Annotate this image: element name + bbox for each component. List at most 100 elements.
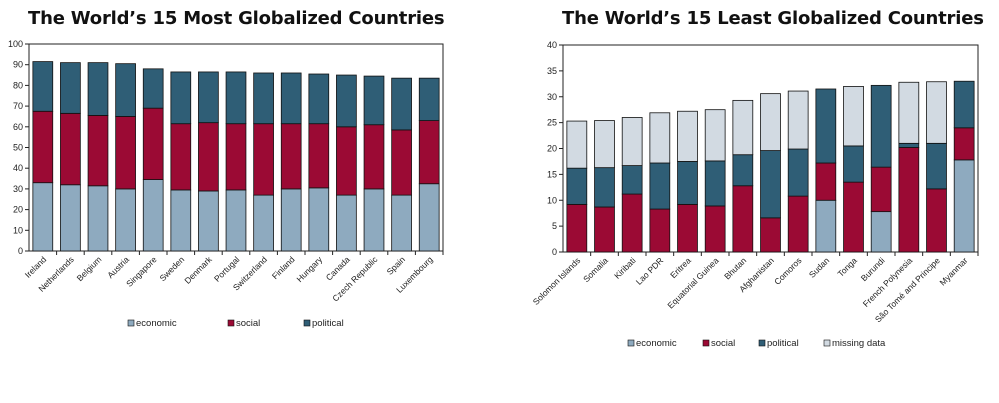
chart-title-least: The World’s 15 Least Globalized Countrie… bbox=[562, 8, 984, 29]
x-tick-label: Myanmar bbox=[937, 255, 969, 287]
bar-segment-economic bbox=[253, 194, 274, 252]
bar-segment-missing-data bbox=[898, 81, 920, 144]
x-tick-label: Comoros bbox=[772, 255, 803, 286]
bar-segment-social bbox=[704, 205, 726, 253]
bar-segment-social bbox=[953, 127, 975, 161]
bar-segment-political bbox=[566, 167, 588, 205]
bar-segment-social bbox=[87, 115, 109, 187]
bar-segment-economic bbox=[363, 188, 385, 252]
bar-segment-social bbox=[336, 126, 357, 196]
bar-segment-political bbox=[363, 75, 385, 126]
bar-segment-political bbox=[787, 148, 809, 197]
y-tick-label: 15 bbox=[547, 169, 557, 179]
bar-segment-social bbox=[787, 195, 809, 253]
y-tick-label: 35 bbox=[547, 66, 557, 76]
legend-label-missing-data: missing data bbox=[832, 338, 886, 349]
bar-segment-social bbox=[732, 185, 754, 253]
bar-segment-social bbox=[142, 107, 164, 180]
bar-segment-political bbox=[594, 167, 615, 208]
bar-segment-political bbox=[953, 80, 975, 129]
bar-segment-social bbox=[677, 203, 698, 253]
x-tick-label: Bhutan bbox=[722, 255, 748, 281]
bar-segment-political bbox=[870, 84, 892, 168]
legend-swatch-social bbox=[227, 319, 235, 327]
bar-segment-social bbox=[32, 110, 54, 184]
bar-segment-political bbox=[280, 72, 302, 125]
bar-segment-social bbox=[760, 217, 781, 253]
bar-segment-missing-data bbox=[621, 117, 643, 166]
bar-segment-social bbox=[363, 124, 385, 190]
bar-segment-political bbox=[760, 150, 781, 219]
bar-segment-social bbox=[115, 116, 136, 190]
y-tick-label: 70 bbox=[13, 101, 23, 111]
y-tick-label: 100 bbox=[8, 39, 23, 49]
bar-segment-political bbox=[170, 71, 192, 125]
y-tick-label: 10 bbox=[13, 225, 23, 235]
x-tick-label: Tonga bbox=[835, 255, 859, 279]
bar-segment-missing-data bbox=[732, 99, 754, 156]
y-tick-label: 0 bbox=[18, 246, 23, 256]
bar-segment-economic bbox=[60, 184, 81, 252]
bar-segment-social bbox=[843, 181, 864, 253]
bar-segment-political bbox=[418, 77, 440, 121]
bar-segment-economic bbox=[115, 188, 136, 252]
y-tick-label: 60 bbox=[13, 122, 23, 132]
bar-segment-political bbox=[60, 62, 81, 114]
bar-segment-economic bbox=[142, 179, 164, 252]
legend-swatch-political bbox=[758, 339, 766, 347]
bar-segment-economic bbox=[870, 211, 892, 253]
x-tick-label: Somalia bbox=[581, 255, 610, 284]
y-tick-label: 50 bbox=[13, 143, 23, 153]
legend-label-economic: economic bbox=[136, 318, 177, 329]
bar-segment-economic bbox=[391, 194, 412, 252]
bar-segment-political bbox=[926, 142, 947, 190]
bar-segment-political bbox=[704, 160, 726, 207]
bar-segment-political bbox=[843, 145, 864, 183]
bar-segment-political bbox=[732, 154, 754, 187]
bar-segment-missing-data bbox=[760, 93, 781, 151]
bar-segment-social bbox=[926, 188, 947, 253]
bar-segment-political bbox=[677, 161, 698, 205]
bar-segment-missing-data bbox=[843, 86, 864, 147]
x-tick-label: Austria bbox=[105, 254, 131, 280]
y-tick-label: 30 bbox=[547, 92, 557, 102]
y-tick-label: 20 bbox=[13, 205, 23, 215]
bar-segment-social bbox=[649, 208, 671, 253]
bar-segment-political bbox=[115, 63, 136, 117]
x-tick-label: Kiribati bbox=[612, 255, 638, 281]
bar-segment-social bbox=[815, 162, 837, 201]
bar-segment-social bbox=[198, 122, 219, 192]
bar-segment-missing-data bbox=[594, 120, 615, 169]
bar-segment-political bbox=[336, 74, 357, 128]
bar-segment-economic bbox=[32, 182, 54, 252]
bar-segment-political bbox=[308, 73, 330, 125]
bar-segment-social bbox=[566, 203, 588, 253]
bar-segment-social bbox=[253, 123, 274, 196]
bar-segment-economic bbox=[87, 185, 109, 252]
bar-segment-political bbox=[649, 162, 671, 210]
y-tick-label: 5 bbox=[552, 221, 557, 231]
legend-label-social: social bbox=[711, 338, 735, 349]
bar-segment-economic bbox=[418, 183, 440, 252]
bar-segment-social bbox=[418, 120, 440, 185]
legend-swatch-missing-data bbox=[823, 339, 831, 347]
bar-segment-political bbox=[253, 72, 274, 125]
legend-swatch-political bbox=[303, 319, 311, 327]
bar-segment-economic bbox=[280, 188, 302, 252]
legend-label-social: social bbox=[236, 318, 260, 329]
bar-segment-social bbox=[308, 123, 330, 189]
bar-segment-economic bbox=[170, 189, 192, 252]
bar-segment-economic bbox=[225, 189, 247, 252]
x-tick-label: Lao PDR bbox=[634, 255, 665, 286]
x-tick-label: Ireland bbox=[23, 254, 49, 280]
bar-segment-social bbox=[594, 206, 615, 253]
x-tick-label: Eritrea bbox=[668, 255, 693, 280]
x-tick-label: Equatorial Guinea bbox=[665, 255, 720, 310]
y-tick-label: 20 bbox=[547, 144, 557, 154]
bar-segment-social bbox=[391, 129, 412, 196]
x-tick-label: Denmark bbox=[182, 254, 214, 286]
chart-title-most: The World’s 15 Most Globalized Countries bbox=[28, 8, 445, 29]
x-tick-label: Belgium bbox=[75, 254, 104, 283]
bar-segment-economic bbox=[198, 190, 219, 252]
